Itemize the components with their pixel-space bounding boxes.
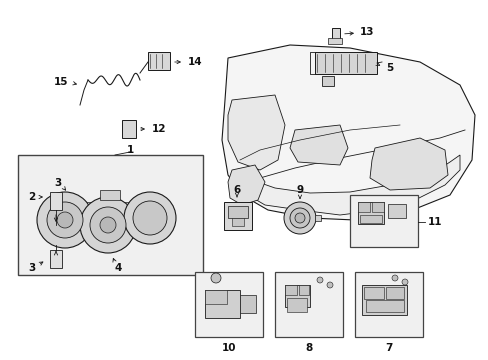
Bar <box>240 295 256 313</box>
Bar <box>122 120 136 138</box>
Bar <box>314 215 320 221</box>
Bar <box>231 218 244 226</box>
Circle shape <box>124 192 176 244</box>
Text: 6: 6 <box>233 185 240 195</box>
Text: 5: 5 <box>385 63 392 73</box>
Circle shape <box>391 275 397 281</box>
Text: 10: 10 <box>221 343 236 353</box>
Text: 15: 15 <box>53 77 68 87</box>
Text: 3: 3 <box>54 178 61 188</box>
Circle shape <box>90 207 126 243</box>
Text: 3: 3 <box>28 263 36 273</box>
Bar <box>148 52 170 70</box>
Bar <box>387 204 405 218</box>
Bar <box>204 290 226 304</box>
Bar <box>321 76 333 86</box>
Bar <box>18 155 203 275</box>
Bar <box>285 285 296 295</box>
Circle shape <box>326 282 332 288</box>
Polygon shape <box>222 45 474 220</box>
Circle shape <box>316 277 323 283</box>
Text: 2: 2 <box>28 192 36 202</box>
Bar <box>75 202 142 237</box>
Bar <box>357 202 369 212</box>
Circle shape <box>401 279 407 285</box>
Polygon shape <box>369 138 447 190</box>
Bar <box>224 202 251 230</box>
Polygon shape <box>227 165 264 205</box>
Text: 14: 14 <box>187 57 202 67</box>
Bar <box>195 272 263 337</box>
Bar <box>100 190 120 200</box>
Circle shape <box>37 192 93 248</box>
Text: 1: 1 <box>126 145 133 155</box>
Bar <box>385 287 403 299</box>
Text: 4: 4 <box>114 263 122 273</box>
Circle shape <box>210 273 221 283</box>
Circle shape <box>57 212 73 228</box>
Circle shape <box>80 197 136 253</box>
Bar <box>359 215 381 223</box>
Circle shape <box>289 208 309 228</box>
Text: 9: 9 <box>296 185 303 195</box>
Circle shape <box>284 202 315 234</box>
Bar <box>365 300 403 312</box>
Bar <box>285 285 309 307</box>
Polygon shape <box>227 95 285 170</box>
Polygon shape <box>289 125 347 165</box>
Bar <box>314 52 376 74</box>
Bar <box>354 272 422 337</box>
Circle shape <box>47 202 83 238</box>
Text: 12: 12 <box>152 124 166 134</box>
Text: 11: 11 <box>427 217 442 227</box>
Text: 7: 7 <box>385 343 392 353</box>
Bar <box>327 38 341 44</box>
Bar <box>204 290 240 318</box>
Circle shape <box>133 201 167 235</box>
Bar <box>227 206 247 218</box>
Polygon shape <box>247 155 459 215</box>
Bar <box>50 192 62 210</box>
Bar <box>298 285 308 295</box>
Bar <box>349 195 417 247</box>
Bar <box>363 287 383 299</box>
Bar <box>50 250 62 268</box>
Bar <box>361 285 406 315</box>
Circle shape <box>294 213 305 223</box>
Bar <box>331 28 339 40</box>
Text: 13: 13 <box>359 27 374 37</box>
Bar <box>274 272 342 337</box>
Bar <box>286 298 306 312</box>
Text: 8: 8 <box>305 343 312 353</box>
Bar <box>371 202 383 212</box>
Bar <box>357 202 383 224</box>
Circle shape <box>100 217 116 233</box>
